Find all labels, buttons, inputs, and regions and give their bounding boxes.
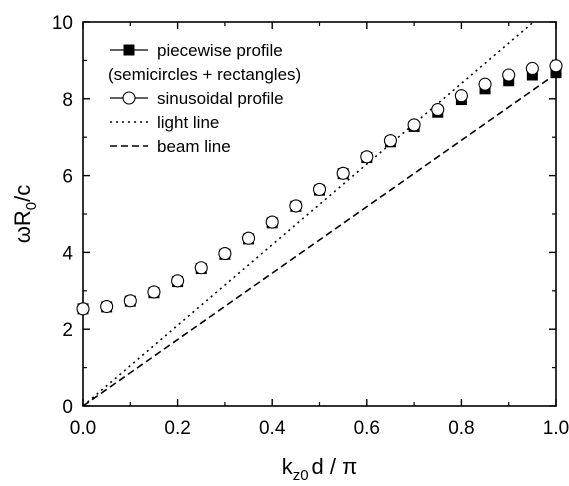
- y-axis-label-rest: /c: [10, 185, 35, 202]
- data-point-circle: [431, 103, 445, 117]
- x-tick-label: 0.2: [164, 418, 190, 439]
- series-sinusoidal-profile: [76, 59, 563, 316]
- y-axis-label-subscript: 0: [23, 202, 40, 210]
- x-axis-label-rest: d / π: [312, 454, 358, 479]
- data-point-circle: [407, 118, 421, 132]
- data-point-circle: [76, 302, 90, 316]
- y-tick-label: 10: [52, 13, 73, 34]
- data-point-circle: [454, 89, 468, 103]
- x-tick-label: 0.4: [259, 418, 286, 439]
- data-point-circle: [100, 299, 114, 314]
- x-tick-label: 1.0: [543, 418, 569, 439]
- data-point-circle: [123, 294, 137, 308]
- x-tick-label: 0.8: [448, 418, 474, 439]
- legend: piecewise profile (semicircles + rectangl…: [108, 41, 301, 156]
- x-axis-label: kz0 d / π: [282, 454, 358, 484]
- data-point-circle: [147, 285, 161, 299]
- data-point-circle: [525, 61, 539, 76]
- data-point-circle: [265, 215, 279, 229]
- legend-label: piecewise profile: [157, 41, 283, 60]
- y-axis-label: ωR0/c: [10, 185, 40, 244]
- data-point-circle: [312, 182, 327, 196]
- data-point-circle: [218, 247, 232, 261]
- data-point-circle: [171, 274, 185, 288]
- data-point-circle: [289, 199, 303, 213]
- y-tick-label: 2: [62, 320, 73, 341]
- legend-label: sinusoidal profile: [157, 89, 284, 108]
- data-point-circle: [502, 68, 516, 82]
- data-point-circle: [336, 166, 350, 180]
- legend-marker-square: [123, 44, 135, 56]
- x-tick-label: 0.0: [70, 418, 96, 439]
- series-line-light-line: [83, 22, 535, 406]
- y-axis-label-main: ωR: [10, 210, 35, 243]
- data-point-circle: [194, 261, 208, 275]
- data-point-circle: [478, 77, 492, 91]
- legend-item: light line: [110, 113, 219, 132]
- legend-item: beam line: [110, 137, 231, 156]
- data-point-circle: [383, 134, 398, 148]
- data-point-circle: [360, 150, 374, 164]
- data-point-circle: [549, 59, 563, 73]
- legend-label-line2: (semicircles + rectangles): [108, 65, 301, 84]
- legend-item: sinusoidal profile: [110, 89, 284, 108]
- data-point-circle: [242, 231, 256, 245]
- legend-label: beam line: [157, 137, 231, 156]
- series-line-beam-line: [83, 73, 556, 406]
- x-axis-label-main: k: [282, 454, 294, 479]
- x-axis-label-subscript: z0: [293, 467, 309, 484]
- y-tick-label: 4: [62, 243, 73, 264]
- legend-item: piecewise profile (semicircles + rectangl…: [108, 41, 301, 84]
- legend-marker-circle: [122, 91, 136, 105]
- y-tick-label: 8: [62, 90, 73, 111]
- legend-label: light line: [157, 113, 219, 132]
- x-tick-label: 0.6: [354, 418, 380, 439]
- y-tick-label: 6: [62, 167, 73, 188]
- y-tick-label: 0: [62, 397, 73, 418]
